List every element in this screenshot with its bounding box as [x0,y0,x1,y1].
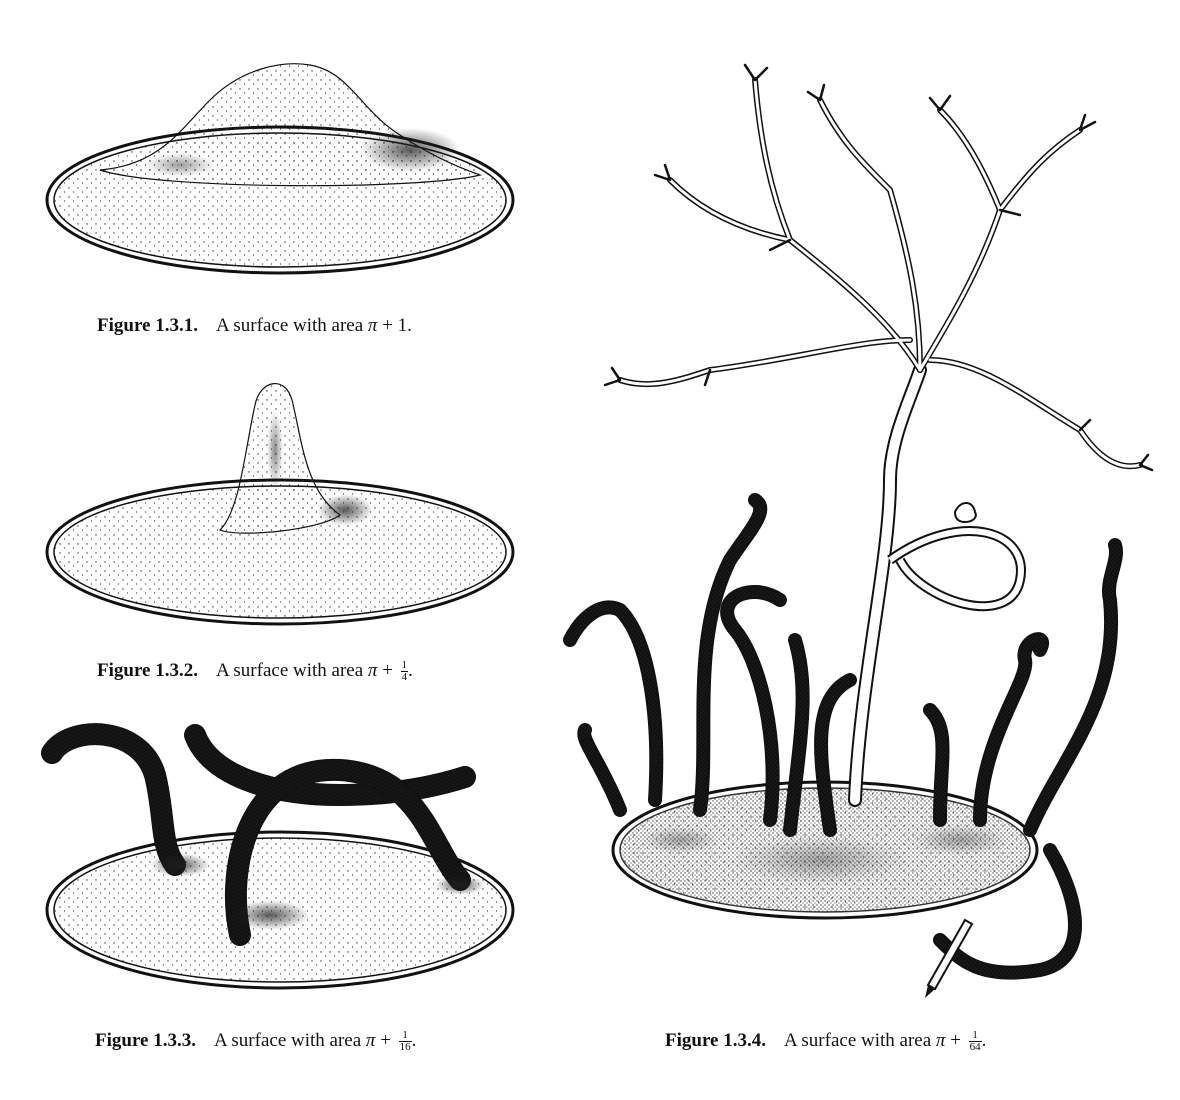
figure-1-3-1-illustration [40,50,520,280]
pi-symbol: π [935,1030,946,1051]
fraction-denominator: 4 [401,671,408,684]
plus-sign: + [950,1030,961,1051]
caption-text: A surface with area [213,1030,366,1051]
pi-symbol: π [367,660,378,681]
figure-label: Figure 1.3.4. [665,1030,766,1051]
caption-text: A surface with area [215,660,368,681]
fraction-denominator: 64 [969,1041,981,1054]
period: . [407,315,412,336]
period: . [411,1030,417,1051]
figure-label: Figure 1.3.3. [95,1030,196,1051]
fraction-numerator: 1 [968,1030,982,1043]
plus-sign: + [382,315,393,336]
caption-text: A surface with area [215,315,368,336]
figure-1-3-1-caption: Figure 1.3.1. A surface with area π + 1. [97,315,412,337]
figure-1-3-4-illustration [560,40,1160,1000]
plus-sign: + [380,1030,391,1051]
pi-symbol: π [367,315,378,336]
fraction-numerator: 1 [400,659,409,673]
figure-1-3-4-caption: Figure 1.3.4. A surface with area π + 1 64… [665,1030,986,1053]
fraction-denominator: 16 [399,1041,411,1054]
figure-1-3-3-illustration [40,715,520,1005]
fraction: 1 16 [398,1030,412,1054]
period: . [981,1030,987,1051]
figure-label: Figure 1.3.2. [97,660,198,681]
fraction: 1 64 [968,1030,982,1054]
period: . [408,660,413,681]
area-term: 1 [397,315,408,336]
fraction-numerator: 1 [398,1030,412,1043]
pi-symbol: π [365,1030,376,1051]
figure-1-3-3-caption: Figure 1.3.3. A surface with area π + 1 16… [95,1030,416,1053]
plus-sign: + [382,660,393,681]
figure-1-3-2-illustration [40,370,520,630]
figure-label: Figure 1.3.1. [97,315,198,336]
caption-text: A surface with area [783,1030,936,1051]
